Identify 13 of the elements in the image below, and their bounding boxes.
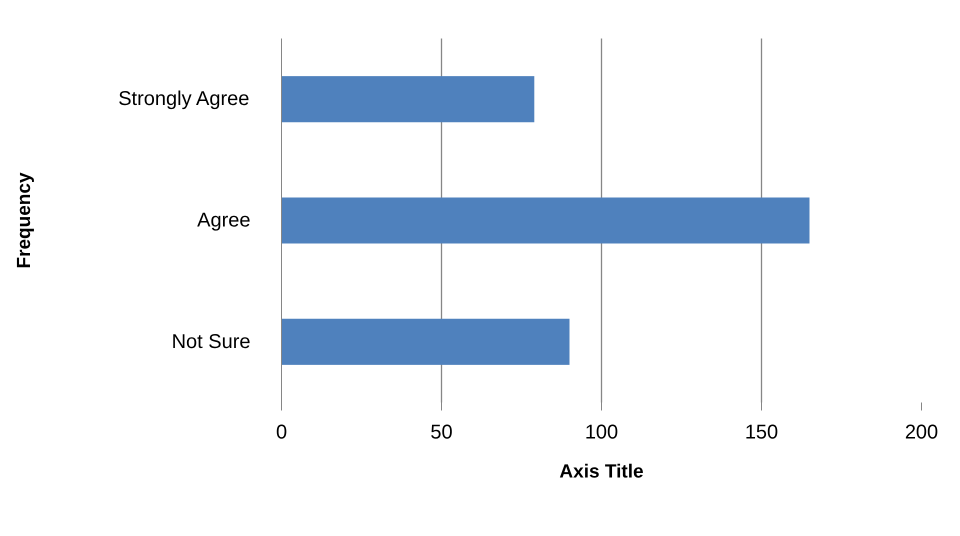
x-tick-label: 200 [904, 422, 938, 444]
x-axis-title: Axis Title [559, 462, 644, 482]
bar [282, 76, 534, 122]
y-axis-title: Frequency [14, 172, 36, 269]
y-tick-label: Strongly Agree [118, 88, 250, 110]
x-tick-label: 0 [276, 422, 288, 444]
y-tick-label: Agree [197, 210, 251, 232]
bar [282, 197, 810, 244]
x-tick-label: 100 [584, 422, 618, 444]
bar [282, 318, 570, 365]
x-tick-label: 150 [744, 422, 778, 444]
y-tick-label: Not Sure [172, 330, 251, 353]
x-tick-label: 50 [430, 422, 453, 444]
